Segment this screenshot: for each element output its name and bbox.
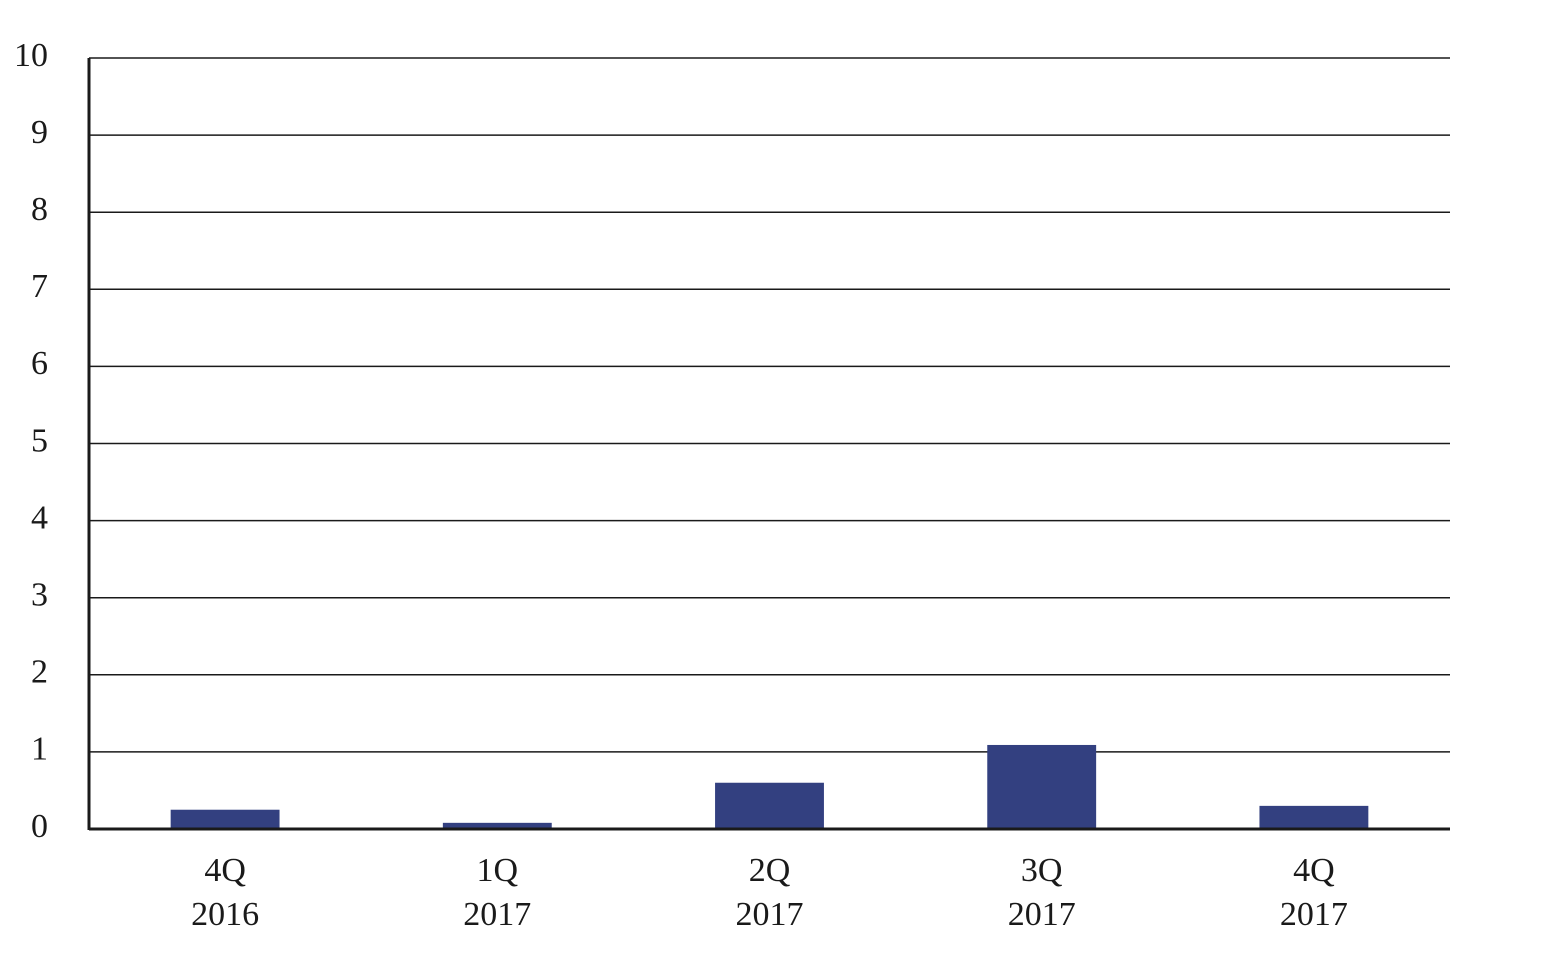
y-tick-label: 5 — [31, 422, 48, 459]
y-tick-label: 9 — [31, 114, 48, 151]
x-tick-label: 2017 — [463, 896, 531, 933]
x-tick-label: 2017 — [1280, 896, 1348, 933]
bar — [987, 744, 1097, 829]
y-tick-label: 2 — [31, 654, 48, 691]
bar — [715, 782, 824, 829]
y-tick-label: 4 — [31, 499, 48, 536]
y-tick-label: 3 — [31, 576, 48, 613]
bar — [1259, 805, 1369, 829]
x-tick-label: 2Q — [749, 852, 791, 889]
x-tick-label: 2017 — [736, 896, 804, 933]
y-tick-label: 7 — [31, 268, 48, 305]
x-tick-label: 4Q — [1293, 852, 1335, 889]
bar — [170, 809, 280, 829]
x-tick-label: 3Q — [1021, 852, 1063, 889]
y-tick-label: 1 — [31, 731, 48, 768]
x-tick-label: 4Q — [204, 852, 246, 889]
x-tick-label: 1Q — [477, 852, 519, 889]
y-tick-label: 0 — [31, 808, 48, 845]
x-tick-label: 2017 — [1008, 896, 1076, 933]
y-tick-label: 6 — [31, 345, 48, 382]
y-tick-label: 10 — [14, 37, 48, 74]
bar — [442, 822, 552, 829]
x-tick-label: 2016 — [191, 896, 259, 933]
y-tick-label: 8 — [31, 191, 48, 228]
